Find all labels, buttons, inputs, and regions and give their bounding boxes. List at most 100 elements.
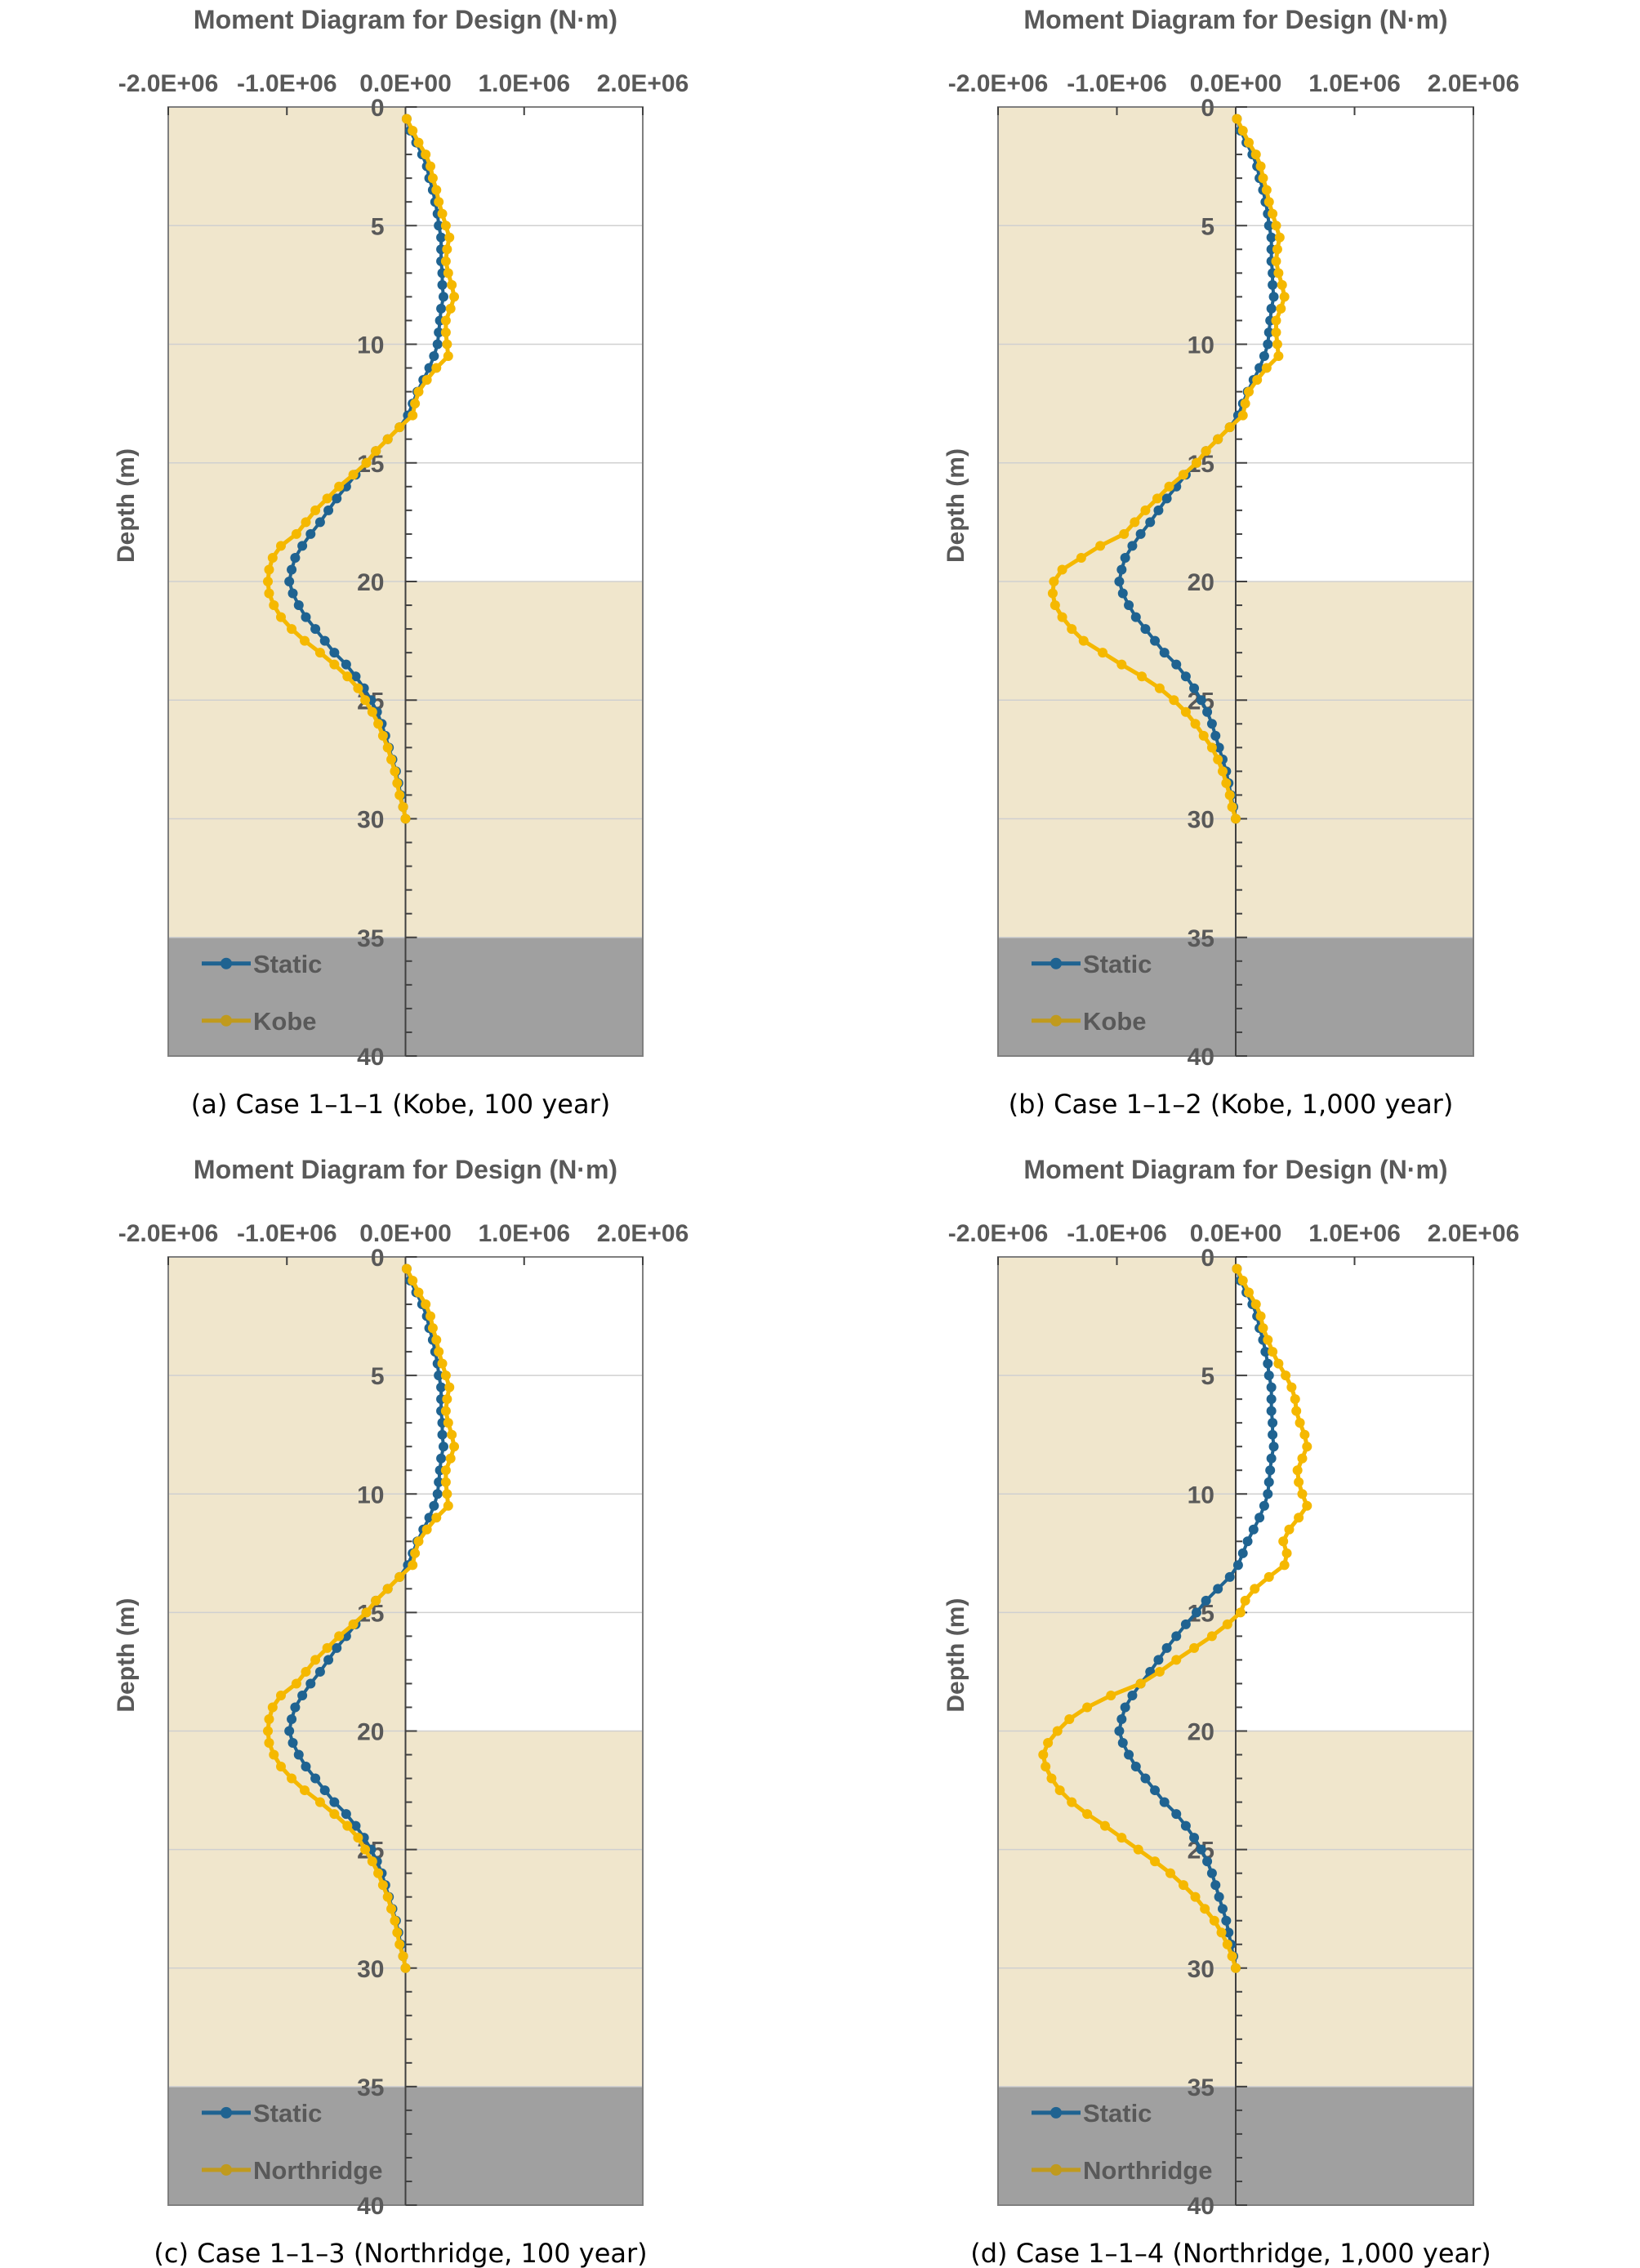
chart-title: Moment Diagram for Design (N·m) [1023, 5, 1447, 34]
chart-title: Moment Diagram for Design (N·m) [1023, 1155, 1447, 1184]
data-point [1222, 1939, 1232, 1949]
data-point [1099, 1820, 1110, 1831]
data-point [334, 481, 345, 492]
data-point [1098, 648, 1108, 658]
data-point [329, 1809, 340, 1820]
legend-item: Kobe [202, 1007, 317, 1036]
data-point [1120, 1702, 1130, 1713]
data-point [293, 600, 304, 611]
data-point [263, 1726, 274, 1736]
y-axis-label: Depth (m) [943, 448, 969, 563]
data-point [1271, 256, 1281, 266]
data-point [434, 327, 444, 337]
data-point [408, 1276, 418, 1286]
y-tick-label: 10 [1188, 1482, 1214, 1508]
data-point [1171, 1655, 1182, 1665]
data-point [1268, 1441, 1279, 1452]
data-point [323, 505, 334, 515]
figure-caption: (c) Case 1–1–3 (Northridge, 100 year) [154, 2238, 647, 2268]
data-point [1279, 292, 1290, 302]
data-point [1240, 399, 1250, 409]
data-point [1198, 730, 1209, 741]
data-point [1153, 1655, 1164, 1665]
data-point [440, 221, 451, 231]
data-point [1244, 137, 1255, 148]
chart-title: Moment Diagram for Design (N·m) [194, 5, 617, 34]
data-point [1255, 1513, 1265, 1523]
data-point [291, 1678, 301, 1689]
figure-caption: (d) Case 1–1–4 (Northridge, 1,000 year) [970, 2238, 1491, 2268]
data-point [382, 1891, 393, 1902]
data-point [1281, 1370, 1291, 1381]
x-tick-label: 2.0E+06 [597, 1220, 689, 1247]
data-point [1135, 528, 1146, 539]
data-point [1237, 410, 1248, 421]
data-point [447, 1429, 457, 1440]
data-point [1214, 742, 1224, 753]
data-point [421, 1299, 431, 1310]
data-point [1244, 1287, 1255, 1298]
data-point [263, 577, 274, 586]
data-point [1180, 1820, 1191, 1831]
data-point [1273, 268, 1284, 278]
data-point [1237, 126, 1248, 136]
data-point [314, 1666, 325, 1677]
data-point [367, 706, 377, 717]
data-point [293, 1749, 304, 1760]
soil-layer-lower-right [405, 1731, 643, 2087]
data-point [382, 434, 393, 444]
y-tick-label: 30 [357, 807, 384, 834]
data-point [367, 1856, 377, 1867]
data-point [301, 517, 311, 528]
data-point [287, 564, 297, 575]
data-point [1290, 1394, 1300, 1405]
y-tick-label: 10 [357, 332, 384, 359]
y-tick-label: 40 [1188, 1044, 1214, 1071]
data-point [1117, 1738, 1128, 1749]
y-axis-label: Depth (m) [113, 448, 140, 563]
y-tick-label: 0 [1201, 1245, 1214, 1272]
legend-label: Northridge [253, 2156, 382, 2185]
data-point [1095, 541, 1106, 551]
data-point [1221, 1915, 1232, 1926]
data-point [373, 719, 384, 729]
data-point [447, 279, 457, 290]
data-point [1130, 517, 1140, 528]
series-kobe [263, 114, 460, 824]
data-point [1299, 1429, 1310, 1440]
data-point [1263, 1489, 1273, 1499]
y-tick-label: 40 [357, 2193, 384, 2220]
soil-layer-upper-left [998, 107, 1236, 938]
data-point [1248, 1524, 1259, 1535]
data-point [1164, 481, 1174, 492]
legend-label: Northridge [1083, 2156, 1212, 2185]
data-point [440, 1465, 451, 1476]
data-point [301, 1666, 311, 1677]
data-point [1268, 1418, 1278, 1428]
x-tick-label: 2.0E+06 [1428, 70, 1520, 97]
data-point [421, 149, 431, 160]
data-point [429, 1500, 439, 1511]
data-point [426, 161, 436, 172]
data-point [1119, 528, 1130, 539]
data-point [1268, 292, 1279, 302]
data-point [431, 185, 442, 195]
data-point [443, 351, 453, 362]
data-point [1150, 1856, 1161, 1867]
data-point [1124, 1749, 1134, 1760]
data-point [275, 612, 286, 622]
data-point [360, 1844, 371, 1855]
data-point [1232, 114, 1242, 124]
data-point [440, 256, 451, 266]
data-point [1244, 386, 1255, 397]
data-point [1277, 279, 1287, 290]
data-point [1274, 232, 1285, 243]
data-point [434, 197, 444, 207]
data-point [314, 648, 325, 658]
data-point [1202, 1856, 1213, 1867]
data-point [1191, 457, 1201, 468]
data-point [1190, 1891, 1201, 1902]
data-point [264, 564, 274, 575]
data-point [394, 1571, 405, 1582]
data-point [1076, 552, 1086, 563]
